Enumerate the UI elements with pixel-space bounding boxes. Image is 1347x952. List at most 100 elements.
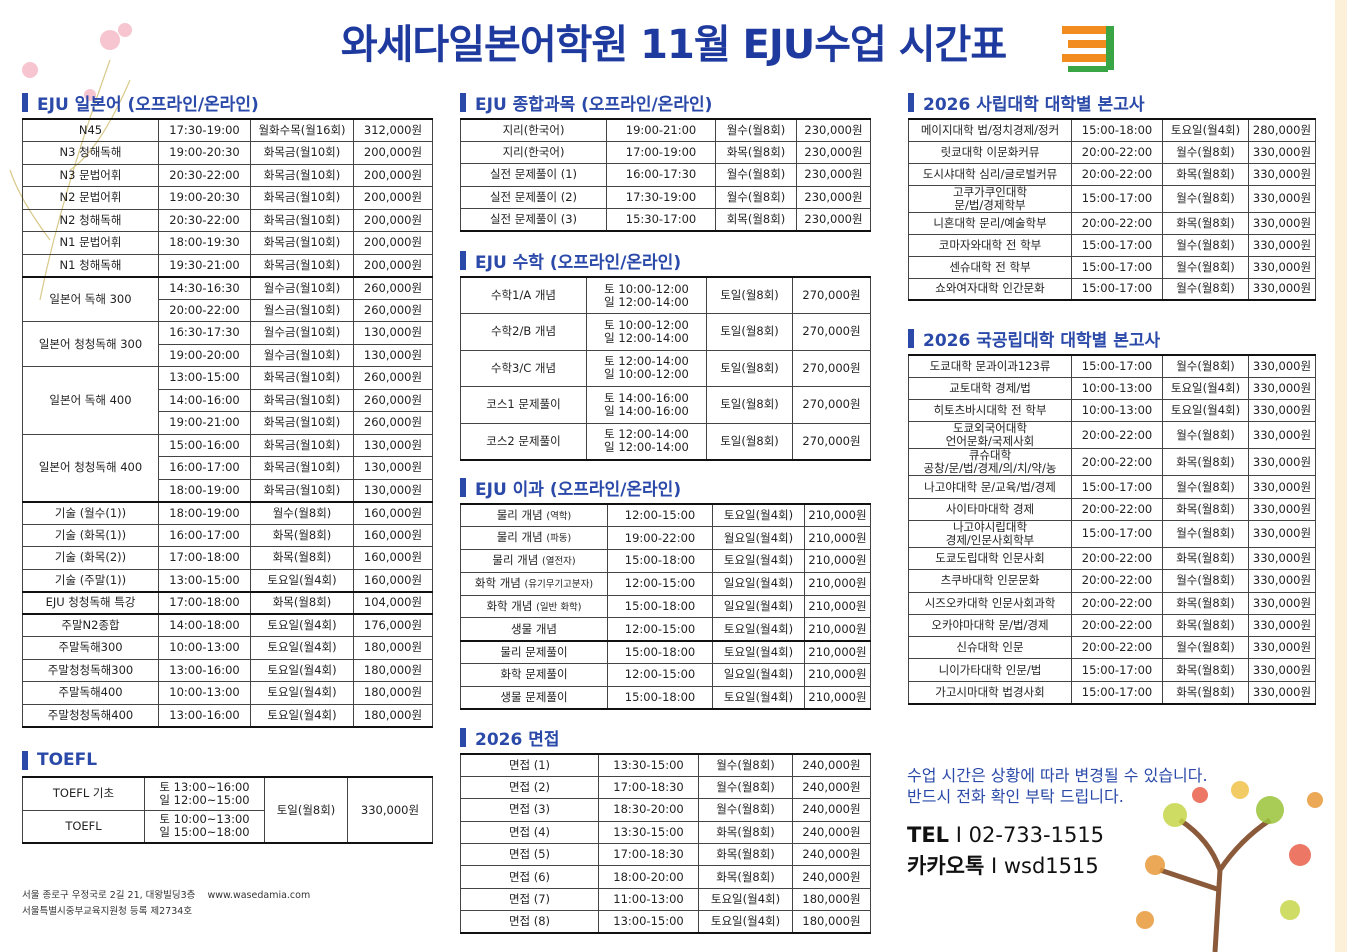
website-link[interactable]: www.wasedamia.com bbox=[207, 890, 311, 901]
course-time: 20:00-22:00 bbox=[1071, 591, 1163, 615]
eju-math-section: EJU 수학 (오프라인/온라인) 수학1/A 개념 토 10:00-12:00 … bbox=[460, 249, 871, 461]
course-time: 11:00-13:00 bbox=[598, 887, 699, 912]
table-row: N2 문법어휘 19:00-20:30 화목금(월10회) 200,000원 bbox=[22, 186, 433, 210]
course-price: 240,000원 bbox=[792, 775, 871, 800]
course-price: 180,000원 bbox=[353, 636, 433, 660]
course-name-text: 센슈대학 전 학부 bbox=[949, 259, 1031, 274]
table-row: N3 문법어휘 20:30-22:00 화목금(월10회) 200,000원 bbox=[22, 163, 433, 187]
course-name-text: 화학 개념 bbox=[474, 575, 521, 590]
course-name: 면접 (7) bbox=[460, 887, 599, 912]
course-name-text: 시즈오카대학 인문사회과학 bbox=[924, 595, 1056, 610]
course-name-text: 쇼와여자대학 인간문화 bbox=[935, 281, 1045, 296]
course-time: 15:00-18:00 bbox=[607, 640, 713, 665]
course-name-text: N2 청해독해 bbox=[59, 212, 122, 227]
course-name-text: 주말독해300 bbox=[58, 640, 123, 655]
course-days: 일요일(월4회) bbox=[712, 663, 805, 687]
course-name: N2 청해독해 bbox=[22, 208, 159, 232]
course-name: 고쿠가쿠인대학 문/법/경제학부 bbox=[908, 184, 1072, 213]
footer: 서울 종로구 우정국로 2길 21, 대왕빌딩3층 www.wasedamia.… bbox=[22, 888, 310, 920]
course-time: 15:00-18:00 bbox=[1071, 118, 1163, 142]
course-name-text: 기술 (화목(2)) bbox=[54, 550, 127, 565]
course-price: 180,000원 bbox=[353, 658, 433, 682]
table-group: 물리 문제풀이 15:00-18:00 토요일(월4회) 210,000원 화학 문제풀… bbox=[460, 640, 871, 710]
course-days: 토요일(월4회) bbox=[712, 617, 805, 642]
course-time: 20:00-22:00 bbox=[1071, 162, 1163, 186]
course-name-text: N3 청해독해 bbox=[59, 145, 122, 160]
private-university-table: 메이지대학 법/정치경제/정커 15:00-18:00 토요일(월4회) 280,00… bbox=[908, 118, 1316, 301]
course-name: 수학1/A 개념 bbox=[460, 276, 587, 314]
course-price: 210,000원 bbox=[804, 663, 871, 687]
course-name: 도쿄대학 문과이과123류 bbox=[908, 354, 1072, 378]
tel-number[interactable]: 02-733-1515 bbox=[968, 823, 1105, 847]
course-name: 주말청청독해300 bbox=[22, 658, 159, 682]
course-name-text: 츠쿠바대학 인문문화 bbox=[940, 573, 1040, 588]
course-price: 270,000원 bbox=[792, 386, 871, 424]
course-name: N3 문법어휘 bbox=[22, 163, 159, 187]
wasedamia-logo bbox=[1062, 26, 1114, 72]
course-price: 200,000원 bbox=[353, 163, 433, 187]
section-heading: 2026 국공립대학 대학별 본고사 bbox=[908, 327, 1315, 351]
course-time: 17:30-19:00 bbox=[158, 118, 251, 142]
course-name: 센슈대학 전 학부 bbox=[908, 255, 1072, 279]
course-name-text: 오카야마대학 문/법/경제 bbox=[931, 618, 1049, 633]
course-name: 쇼와여자대학 인간문화 bbox=[908, 277, 1072, 301]
course-time: 14:00-18:00 bbox=[158, 613, 251, 637]
course-days: 화목(월8회) bbox=[1162, 211, 1249, 235]
course-name: 화학 문제풀이 bbox=[460, 663, 608, 687]
course-price: 176,000원 bbox=[353, 613, 433, 637]
course-time: 10:00-13:00 bbox=[158, 636, 251, 660]
address: 서울 종로구 우정국로 2길 21, 대왕빌딩3층 bbox=[22, 890, 196, 901]
course-name-text: 실전 문제풀이 (1) bbox=[489, 167, 578, 182]
course-time: 20:00-22:00 bbox=[1071, 448, 1163, 477]
course-time: 18:00-19:00 bbox=[158, 478, 251, 502]
course-days: 화목(월8회) bbox=[1162, 497, 1249, 521]
course-name: 니이가타대학 인문/법 bbox=[908, 658, 1072, 682]
heading-text: TOEFL bbox=[37, 750, 98, 770]
course-price: 210,000원 bbox=[804, 571, 871, 596]
course-days: 화목금(월10회) bbox=[250, 433, 354, 457]
course-time: 13:00-15:00 bbox=[158, 568, 251, 592]
course-time: 17:30-19:00 bbox=[606, 185, 716, 210]
course-name-text: 물리 개념 bbox=[496, 507, 543, 522]
course-price: 240,000원 bbox=[792, 820, 871, 845]
course-days: 토요일(월4회) bbox=[1162, 118, 1249, 142]
course-price: 240,000원 bbox=[792, 753, 871, 777]
course-days: 화목금(월10회) bbox=[250, 388, 354, 412]
heading-text: EJU 종합과목 (오프라인/온라인) bbox=[475, 94, 713, 115]
table-row: 도쿄외국어대학 언어문화/국제사회 20:00-22:00 월수(월8회) 330,0… bbox=[908, 421, 1316, 450]
course-time: 13:00-16:00 bbox=[158, 703, 251, 727]
course-time: 15:00-17:00 bbox=[1071, 277, 1163, 301]
course-days: 월스금(월10회) bbox=[250, 298, 354, 322]
table-group: 물리 개념 (역학) 12:00-15:00 토요일(월4회) 210,000원 물리 … bbox=[460, 503, 871, 642]
course-price: 210,000원 bbox=[804, 503, 871, 528]
table-row: 물리 개념 (열전자) 15:00-18:00 토요일(월4회) 210,000원 bbox=[460, 549, 871, 573]
course-time: 20:00-22:00 bbox=[1071, 569, 1163, 593]
table-row: 주말독해300 10:00-13:00 토요일(월4회) 180,000원 bbox=[22, 636, 433, 660]
course-days: 월수(월8회) bbox=[1162, 421, 1249, 450]
course-time: 20:00-22:00 bbox=[1071, 140, 1163, 164]
course-days: 월수(월8회) bbox=[698, 753, 793, 777]
course-days: 화목금(월10회) bbox=[250, 163, 354, 187]
course-name: 물리 문제풀이 bbox=[460, 640, 608, 665]
table-row: EJU 청청독해 특강 17:00-18:00 화목(월8회) 104,000원 bbox=[22, 591, 433, 615]
course-price: 330,000원 bbox=[1248, 475, 1316, 499]
course-days: 월수(월8회) bbox=[250, 501, 354, 525]
kakao-id[interactable]: wsd1515 bbox=[1003, 854, 1099, 878]
course-days: 월수(월8회) bbox=[1162, 277, 1249, 301]
course-days: 화목(월8회) bbox=[1162, 613, 1249, 638]
course-price: 240,000원 bbox=[792, 865, 871, 889]
course-time: 15:00-18:00 bbox=[607, 685, 713, 710]
course-name-text: 가고시마대학 법경사회 bbox=[935, 684, 1045, 699]
course-time: 19:00-21:00 bbox=[158, 411, 251, 435]
table-group: 주말N2종합 14:00-18:00 토요일(월4회) 176,000원 주말독해300… bbox=[22, 613, 433, 727]
course-name: 지리(한국어) bbox=[460, 140, 607, 165]
course-days: 월수(월8회) bbox=[1162, 184, 1249, 213]
course-name-text: 면접 (6) bbox=[508, 869, 551, 884]
course-price: 180,000원 bbox=[353, 681, 433, 705]
course-name: 화학 개념 (일반 화학) bbox=[460, 594, 608, 619]
course-days: 토요일(월4회) bbox=[250, 703, 354, 727]
course-days: 월수(월8회) bbox=[1162, 475, 1249, 499]
table-row: N2 청해독해 20:30-22:00 화목금(월10회) 200,000원 bbox=[22, 208, 433, 232]
course-name-text: 물리 개념 bbox=[496, 530, 543, 545]
course-days: 화목금(월10회) bbox=[250, 478, 354, 502]
